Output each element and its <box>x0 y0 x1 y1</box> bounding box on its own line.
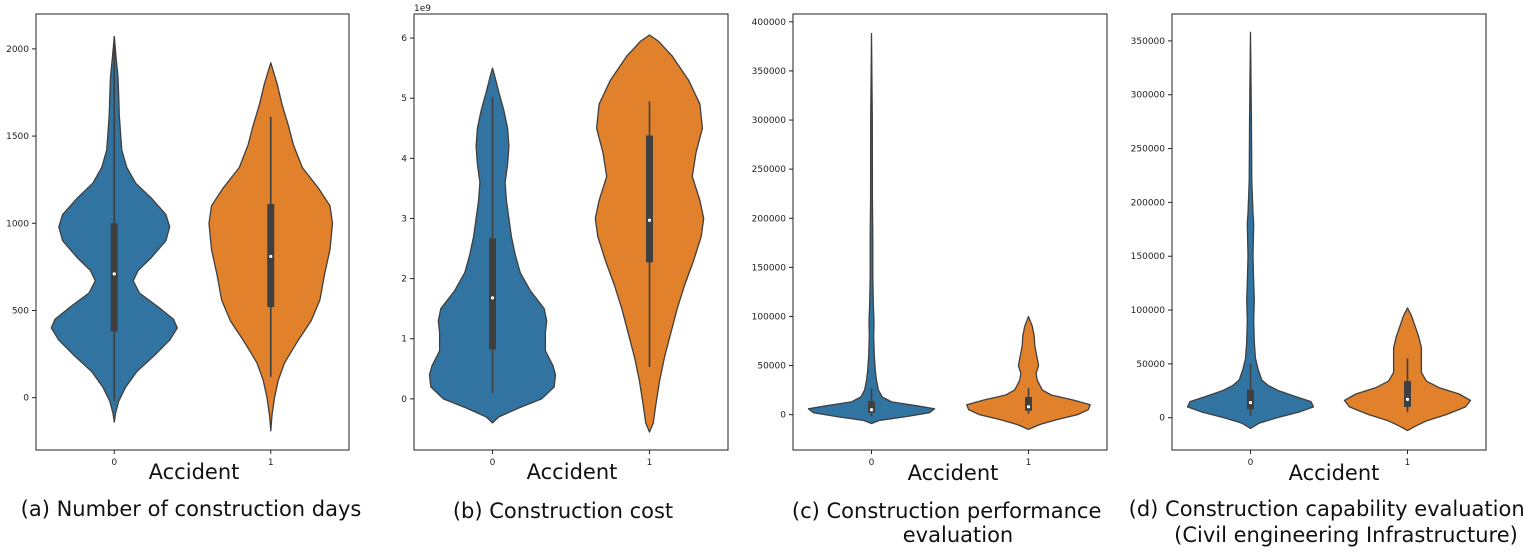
iqr-box-1 <box>1025 396 1032 411</box>
y-tick-label: 150000 <box>752 263 787 273</box>
panel-c: 0 50000 100000 150000 200000 250000 300000 3500… <box>752 13 1108 547</box>
iqr-box-0 <box>489 238 496 350</box>
x-axis-title: Accident <box>908 461 999 485</box>
y-tick-label: 500 <box>12 306 29 316</box>
plot-frame <box>413 13 729 451</box>
y-ticks: 0 50000 100000 150000 200000 250000 300000 3500… <box>1131 37 1172 424</box>
x-axis-title: Accident <box>149 460 240 484</box>
caption-line-2: (Civil engineering Infrastructure) <box>1174 523 1518 547</box>
x-tick-label: 1 <box>1405 458 1411 468</box>
y-tick-label: 200000 <box>1131 198 1166 208</box>
y-ticks: 0 500 1000 1500 2000 <box>6 45 36 404</box>
median-dot-1 <box>269 254 273 259</box>
panel-d: 0 50000 100000 150000 200000 250000 300000 3500… <box>1129 13 1532 547</box>
y-tick-label: 50000 <box>1136 360 1165 370</box>
y-ticks: 0 50000 100000 150000 200000 250000 300000 3500… <box>752 18 793 421</box>
y-tick-label: 2000 <box>6 45 29 55</box>
iqr-box-0 <box>868 400 875 413</box>
median-dot-1 <box>647 218 652 222</box>
y-ticks: 0 1 2 3 4 5 6 <box>401 34 414 405</box>
caption-line-1: (b) Construction cost <box>453 499 673 523</box>
y-tick-label: 250000 <box>752 165 787 175</box>
x-tick-label: 1 <box>647 458 653 468</box>
median-dot-0 <box>1248 401 1253 405</box>
y-tick-label: 100000 <box>1131 306 1166 316</box>
x-tick-label: 1 <box>1026 458 1032 468</box>
x-tick-label: 0 <box>111 458 117 468</box>
iqr-box-1 <box>646 135 653 263</box>
caption-line-2: evaluation <box>903 523 1013 547</box>
median-dot-0 <box>869 408 874 412</box>
x-axis-title: Accident <box>1289 461 1380 485</box>
y-tick-label: 3 <box>401 214 407 224</box>
y-tick-label: 350000 <box>1131 37 1166 47</box>
iqr-box-0 <box>110 223 118 332</box>
x-axis-title: Accident <box>527 460 618 484</box>
iqr-box-0 <box>1247 389 1254 410</box>
x-tick-label: 0 <box>490 458 496 468</box>
violin-0 <box>1186 31 1315 430</box>
x-tick-label: 0 <box>1248 458 1254 468</box>
y-tick-label: 2 <box>401 275 407 285</box>
y-tick-label: 100000 <box>752 312 787 322</box>
iqr-box-1 <box>1404 381 1411 407</box>
median-dot-1 <box>1405 397 1410 402</box>
panel-caption: (a) Number of construction days <box>21 497 362 521</box>
plot-frame <box>35 13 350 451</box>
y-tick-label: 300000 <box>752 116 787 126</box>
violin-0 <box>807 32 936 425</box>
x-tick-label: 0 <box>869 458 875 468</box>
y-tick-label: 250000 <box>1131 145 1166 155</box>
median-dot-1 <box>1026 405 1031 409</box>
offset-label: 1e9 <box>414 4 431 14</box>
violin-1 <box>966 315 1091 431</box>
y-tick-label: 200000 <box>752 214 787 224</box>
y-tick-label: 400000 <box>752 18 787 28</box>
median-dot-0 <box>112 272 116 276</box>
y-tick-label: 4 <box>401 154 407 164</box>
y-tick-label: 50000 <box>757 362 786 372</box>
plot-frame <box>1171 13 1487 451</box>
y-tick-label: 300000 <box>1131 91 1166 101</box>
y-tick-label: 150000 <box>1131 252 1166 262</box>
y-tick-label: 350000 <box>752 67 787 77</box>
median-dot-0 <box>490 296 495 300</box>
panel-caption: (b) Construction cost <box>453 499 673 523</box>
caption-line-1: (d) Construction capability evaluation <box>1129 497 1525 521</box>
panel-caption: (c) Construction performance evaluation <box>792 499 1108 547</box>
y-tick-label: 6 <box>401 34 407 44</box>
violin-group <box>1186 31 1472 432</box>
violin-group <box>428 34 705 433</box>
y-tick-label: 1 <box>401 335 407 345</box>
y-tick-label: 0 <box>780 411 786 421</box>
y-tick-label: 1500 <box>6 132 29 142</box>
y-tick-label: 1000 <box>6 219 29 229</box>
x-tick-label: 1 <box>268 458 274 468</box>
caption-line-1: (c) Construction performance <box>792 499 1101 523</box>
y-tick-label: 5 <box>401 94 407 104</box>
panel-caption: (d) Construction capability evaluation (… <box>1129 497 1532 547</box>
y-tick-label: 0 <box>1159 414 1165 424</box>
violin-group <box>50 36 334 432</box>
violin-group <box>807 32 1091 431</box>
y-tick-label: 0 <box>23 394 29 404</box>
caption-line-1: (a) Number of construction days <box>21 497 362 521</box>
plot-frame <box>792 13 1108 451</box>
y-tick-label: 0 <box>401 395 407 405</box>
